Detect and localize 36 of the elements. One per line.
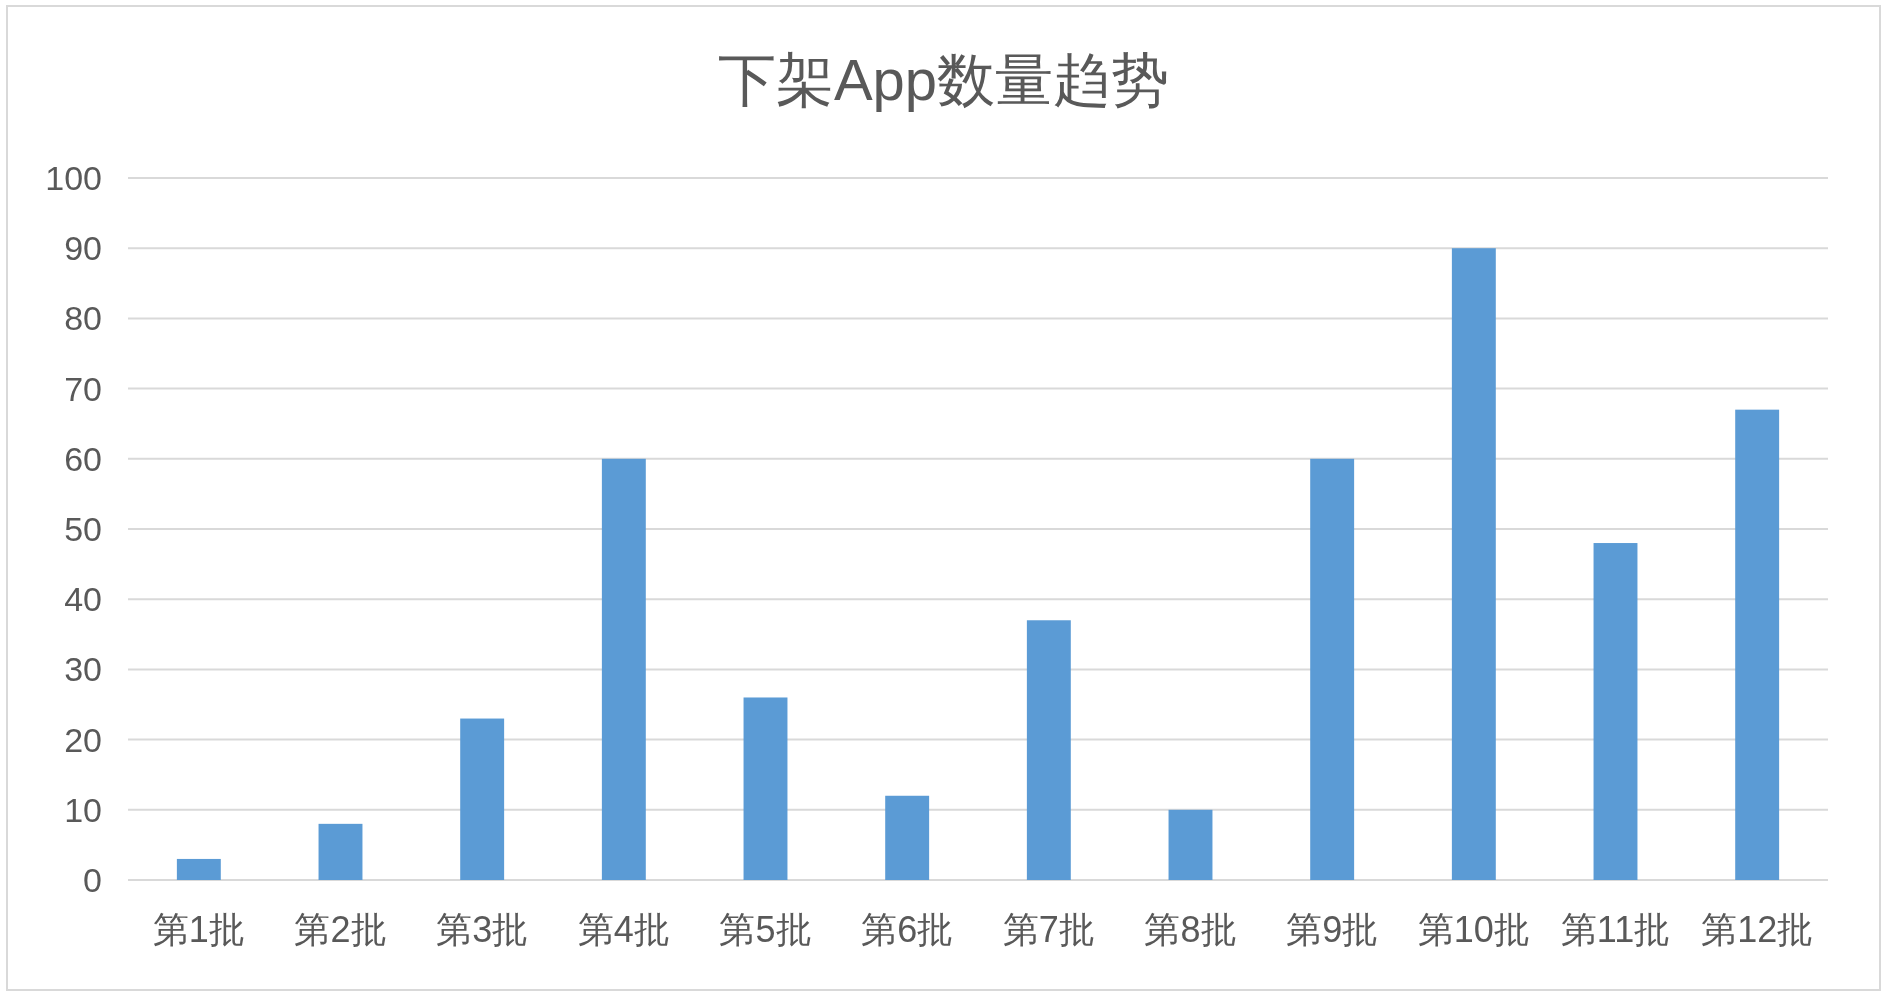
bar [176, 858, 221, 880]
y-tick-label: 40 [64, 580, 102, 619]
y-tick-label: 70 [64, 369, 102, 408]
y-tick-label: 60 [64, 439, 102, 478]
y-tick-label: 100 [45, 159, 102, 197]
y-tick-label: 90 [64, 229, 102, 268]
bar [743, 697, 788, 880]
x-tick-label: 第6批 [861, 909, 954, 950]
x-tick-label: 第11批 [1560, 909, 1671, 950]
bar [601, 458, 646, 880]
bar [1168, 809, 1213, 880]
x-tick-label: 第8批 [1144, 909, 1237, 950]
x-tick-label: 第5批 [719, 909, 812, 950]
bar [1026, 620, 1071, 880]
x-tick-label: 第12批 [1701, 909, 1814, 950]
bar [1451, 248, 1496, 880]
bar [1310, 458, 1355, 880]
x-tick-label: 第3批 [436, 909, 529, 950]
bar [1593, 543, 1638, 880]
y-tick-label: 50 [64, 510, 102, 548]
x-tick-label: 第1批 [152, 909, 245, 950]
x-tick-label: 第10批 [1417, 909, 1530, 950]
y-tick-label: 30 [64, 650, 102, 689]
y-tick-label: 20 [64, 720, 102, 759]
y-tick-label: 80 [64, 299, 102, 338]
y-tick-label: 0 [83, 861, 102, 899]
x-tick-label: 第2批 [294, 909, 387, 950]
bar [1735, 409, 1780, 880]
x-tick-label: 第4批 [577, 909, 670, 950]
bar [318, 823, 363, 880]
x-tick-label: 第9批 [1286, 909, 1379, 950]
bar [885, 795, 930, 880]
bar [460, 718, 505, 880]
chart-title: 下架App数量趋势 [717, 47, 1170, 112]
x-tick-label: 第7批 [1002, 909, 1095, 950]
y-tick-label: 10 [64, 790, 102, 829]
